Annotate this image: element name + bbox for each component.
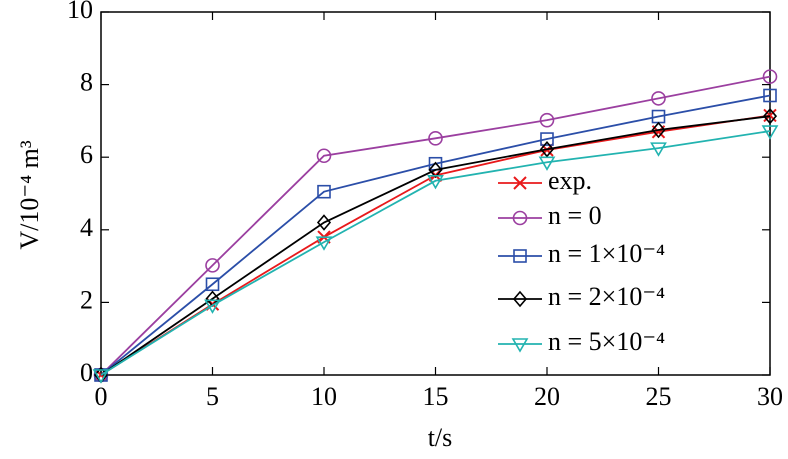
marker [511,338,529,353]
x-tick-label: 15 [423,382,449,411]
series-line [100,114,771,376]
marker [651,91,666,106]
legend-label: n = 1×10⁻⁴ [548,239,665,268]
marker [205,258,220,273]
legend-label: n = 2×10⁻⁴ [548,282,665,311]
marker [650,142,667,157]
marker [763,88,777,103]
marker [512,290,528,308]
x-tick-label: 0 [95,382,108,411]
marker [762,107,778,125]
y-tick-label: 8 [80,68,93,97]
marker [539,140,555,158]
marker [427,174,444,190]
marker [513,176,527,190]
series-line [100,115,771,376]
marker [315,236,333,251]
marker [428,161,443,179]
marker [317,184,331,199]
legend-label: exp. [548,166,592,195]
y-tick-label: 2 [80,285,93,314]
y-axis-label: V/10⁻⁴ m³ [15,140,44,250]
marker [761,125,779,140]
marker [92,369,110,384]
x-tick-label: 25 [646,382,672,411]
marker [513,249,527,263]
plot-frame [100,11,771,376]
legend-label: n = 0 [548,201,602,230]
marker [205,277,220,292]
marker [428,131,443,146]
marker [538,156,556,171]
x-tick-label: 5 [206,382,219,411]
series-line [100,75,771,376]
marker [204,299,221,314]
marker [651,121,666,139]
x-axis-label: t/s [428,423,453,452]
series-line [100,130,771,376]
y-tick-label: 6 [80,140,93,169]
marker [540,132,554,146]
y-tick-label: 4 [80,213,93,242]
marker [512,210,528,226]
marker [316,148,332,164]
marker [316,214,332,231]
x-tick-label: 20 [534,382,560,411]
x-tick-label: 10 [311,382,337,411]
x-tick-label: 30 [757,382,783,411]
legend-label: n = 5×10⁻⁴ [548,327,665,356]
marker [539,112,555,128]
marker [762,69,778,84]
y-tick-label: 0 [80,358,93,387]
y-tick-label: 10 [67,0,93,24]
